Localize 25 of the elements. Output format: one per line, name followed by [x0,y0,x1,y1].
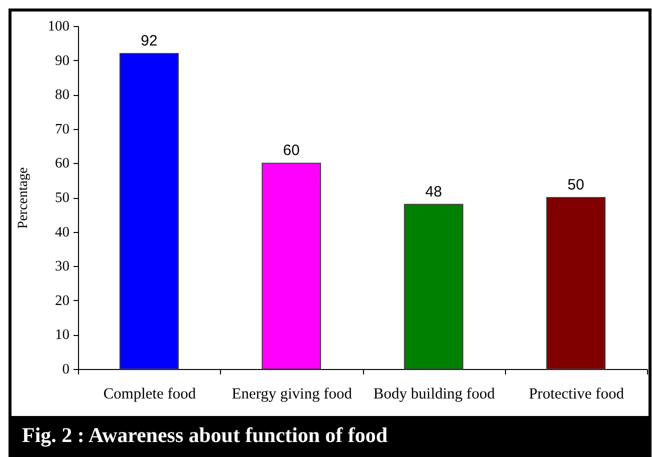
y-tick-label: 30 [55,258,70,275]
bar [546,197,606,370]
y-tick-label: 70 [55,121,70,138]
y-axis-title: Percentage [16,167,31,229]
x-tick-label: Complete food [103,386,196,402]
text: Fig. 2 : Awareness about function of food [22,423,388,447]
x-tick-label: Body building food [373,386,496,402]
y-tick-label: 100 [48,18,70,34]
y-tick-label: 90 [55,52,70,69]
bar [404,204,464,370]
data-label: 92 [140,32,158,50]
data-label: 48 [425,183,442,200]
bar [119,52,179,370]
y-tick-label: 60 [55,156,70,172]
y-tick-label: 50 [55,190,70,206]
bar [262,162,322,370]
data-label: 60 [283,142,300,160]
y-tick-label: 80 [55,87,70,104]
y-tick-label: 0 [62,362,70,378]
y-tick-label: 20 [55,292,70,309]
data-label: 50 [568,176,584,194]
x-tick-label: Energy giving food [232,386,352,402]
x-tick-label: Protective food [528,386,624,402]
y-tick-label: 40 [55,224,70,240]
y-tick-label: 10 [55,327,70,344]
